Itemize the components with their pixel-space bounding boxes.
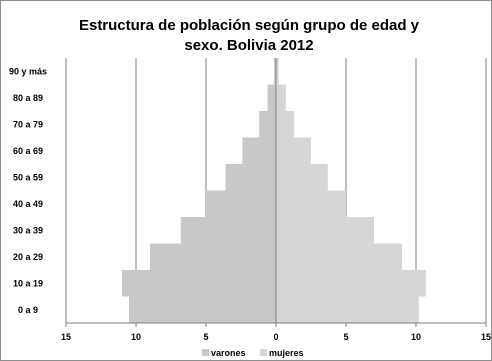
bar-varones-4	[206, 190, 276, 217]
x-axis-tick-labels: 15 10 5 0 5 10 15	[61, 332, 491, 342]
x-tick-label-3: 0	[273, 332, 278, 342]
bar-varones-9	[273, 58, 276, 85]
bar-varones-7	[259, 111, 276, 138]
y-label-5: 50 a 59	[13, 172, 43, 182]
bars	[122, 58, 426, 323]
bar-mujeres-7	[276, 111, 295, 138]
y-label-7: 70 a 79	[13, 119, 43, 129]
bar-mujeres-9	[276, 58, 279, 85]
y-label-6: 60 a 69	[13, 146, 43, 156]
x-tick-label-2: 5	[203, 332, 208, 342]
bar-mujeres-5	[276, 164, 328, 191]
y-label-3: 30 a 39	[13, 225, 43, 235]
bar-mujeres-1	[276, 270, 426, 297]
legend-swatch-mujeres	[260, 349, 267, 356]
bar-varones-3	[180, 217, 276, 244]
bar-mujeres-2	[276, 243, 402, 270]
y-label-8: 80 a 89	[13, 93, 43, 103]
y-label-4: 40 a 49	[13, 199, 43, 209]
y-label-9: 90 y más	[9, 66, 47, 76]
legend-label-varones: varones	[211, 348, 246, 358]
y-label-2: 20 a 29	[13, 252, 43, 262]
chart-title-line-2: sexo. Bolivia 2012	[184, 37, 313, 54]
x-tick-label-6: 15	[481, 332, 491, 342]
y-label-0: 0 a 9	[18, 305, 38, 315]
x-tick-label-0: 15	[61, 332, 71, 342]
bar-varones-8	[267, 84, 276, 111]
bar-varones-2	[150, 243, 276, 270]
legend-label-mujeres: mujeres	[269, 348, 304, 358]
bar-varones-0	[129, 296, 276, 323]
bar-mujeres-3	[276, 217, 374, 244]
bar-varones-5	[225, 164, 276, 191]
axes	[65, 58, 487, 327]
legend: varones mujeres	[202, 348, 304, 358]
bar-mujeres-8	[276, 84, 286, 111]
y-axis-labels: 0 a 9 10 a 19 20 a 29 30 a 39 40 a 49 50 a 59…	[9, 66, 47, 315]
bar-varones-1	[122, 270, 276, 297]
bar-mujeres-6	[276, 137, 311, 164]
legend-swatch-varones	[202, 349, 209, 356]
y-label-1: 10 a 19	[13, 278, 43, 288]
bar-mujeres-4	[276, 190, 346, 217]
bar-mujeres-0	[276, 296, 419, 323]
x-tick-label-1: 10	[131, 332, 141, 342]
chart-title-line-1: Estructura de población según grupo de e…	[79, 17, 420, 34]
bar-varones-6	[242, 137, 276, 164]
x-tick-label-5: 10	[411, 332, 421, 342]
x-tick-label-4: 5	[343, 332, 348, 342]
